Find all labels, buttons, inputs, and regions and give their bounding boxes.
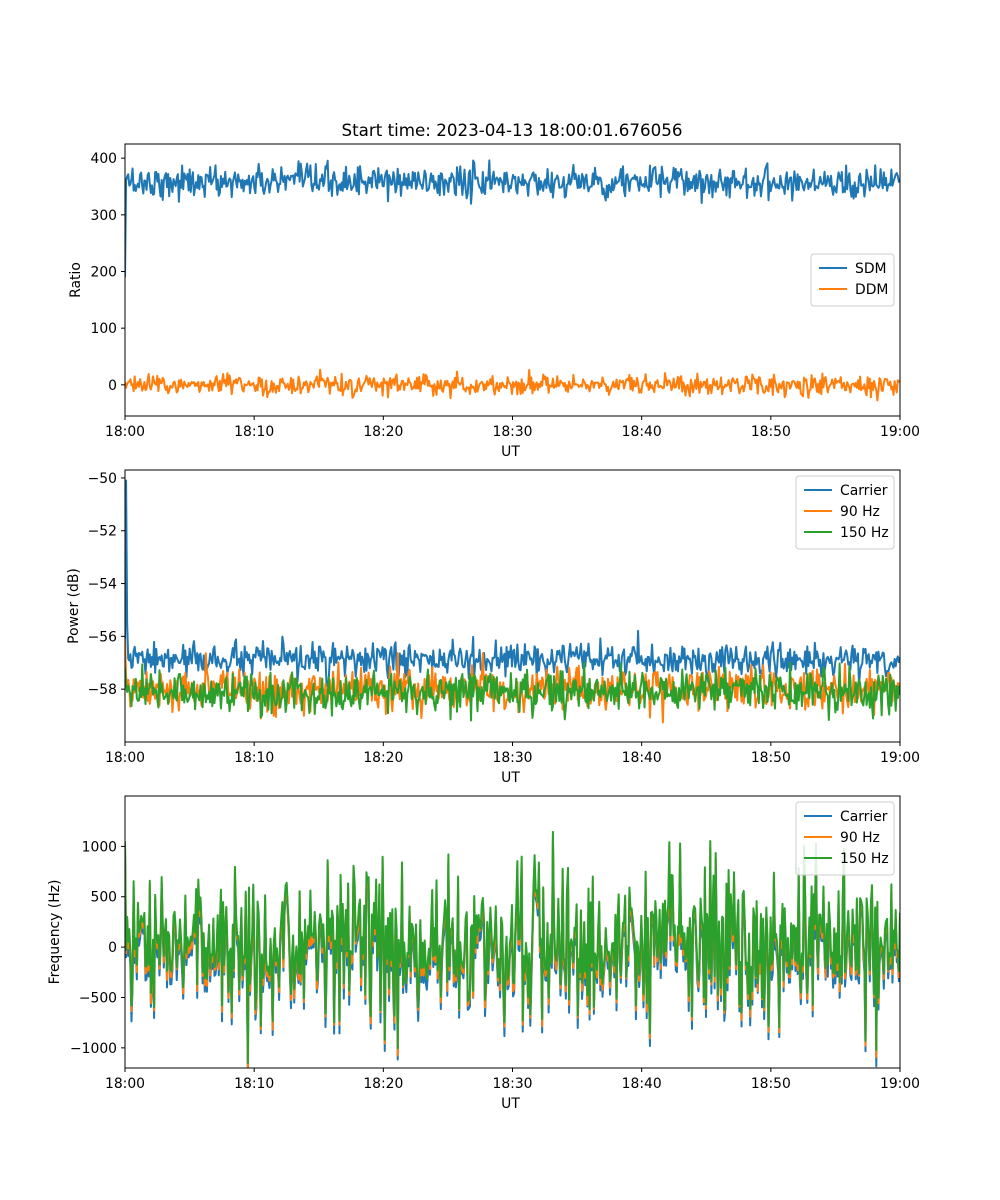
x-tick-label: 18:10 [234, 750, 274, 766]
series-line-150-hz [125, 830, 900, 1064]
y-tick-label: −500 [79, 990, 117, 1006]
y-tick-label: 500 [90, 890, 117, 906]
legend-label: SDM [855, 261, 887, 277]
x-tick-label: 18:20 [363, 1076, 403, 1092]
y-tick-label: −56 [88, 629, 117, 645]
x-tick-label: 18:00 [105, 424, 145, 440]
y-tick-label: 0 [108, 378, 117, 394]
x-tick-label: 18:30 [492, 750, 532, 766]
y-tick-label: 200 [90, 265, 117, 281]
x-tick-label: 18:20 [363, 750, 403, 766]
x-tick-label: 19:00 [880, 1076, 920, 1092]
chart-panel-2: 18:00 18:10 18:20 18:30 18:40 18:50 19:00 −58 −5… [66, 469, 920, 786]
x-tick-label: 19:00 [880, 424, 920, 440]
x-tick-label: 18:40 [622, 750, 662, 766]
legend-box [795, 475, 895, 550]
plot-lines [125, 159, 900, 402]
y-axis-label: Ratio [68, 262, 84, 298]
legend: Carrier 90 Hz 150 Hz [795, 475, 895, 550]
x-tick-label: 18:50 [751, 424, 791, 440]
legend-label: Carrier [840, 809, 888, 825]
x-tick-label: 18:40 [622, 1076, 662, 1092]
legend-label: Carrier [840, 483, 888, 499]
x-tick-label: 18:30 [492, 424, 532, 440]
x-tick-label: 18:50 [751, 1076, 791, 1092]
x-tick-label: 18:40 [622, 424, 662, 440]
y-tick-label: 100 [90, 321, 117, 337]
legend-box [795, 801, 895, 876]
series-line-carrier [125, 479, 900, 688]
y-tick-label: 1000 [82, 839, 117, 855]
y-tick-label: 300 [90, 208, 117, 224]
y-axis-label: Power (dB) [66, 568, 82, 644]
y-tick-label: 0 [108, 940, 117, 956]
x-axis-label: UT [501, 444, 520, 460]
series-line-sdm [125, 159, 900, 278]
x-tick-label: 19:00 [880, 750, 920, 766]
plot-lines [125, 479, 900, 724]
y-tick-label: −1000 [70, 1041, 117, 1057]
legend-label: 90 Hz [840, 504, 880, 520]
y-tick-label: −50 [88, 471, 117, 487]
x-tick-label: 18:50 [751, 750, 791, 766]
panels: 18:00 18:10 18:20 18:30 18:40 18:50 19:00 0 100 2… [47, 143, 920, 1112]
legend-label: 150 Hz [840, 851, 889, 867]
x-tick-label: 18:00 [105, 750, 145, 766]
y-tick-label: 400 [90, 151, 117, 167]
x-tick-label: 18:10 [234, 1076, 274, 1092]
x-axis-label: UT [501, 1096, 520, 1112]
plot-lines [125, 830, 900, 1068]
x-tick-label: 18:20 [363, 424, 403, 440]
y-tick-label: −52 [88, 524, 117, 540]
legend-label: 150 Hz [840, 525, 889, 541]
x-tick-label: 18:30 [492, 1076, 532, 1092]
figure-title: Start time: 2023-04-13 18:00:01.676056 [342, 120, 683, 140]
chart-panel-3: 18:00 18:10 18:20 18:30 18:40 18:50 19:00 −1000… [47, 795, 920, 1112]
y-tick-label: −54 [88, 577, 117, 593]
legend-label: DDM [855, 282, 888, 298]
chart-panel-1: 18:00 18:10 18:20 18:30 18:40 18:50 19:00 0 100 2… [68, 143, 920, 460]
series-line-ddm [125, 368, 900, 402]
legend: Carrier 90 Hz 150 Hz [795, 801, 895, 876]
series-line-150-hz [125, 661, 900, 722]
legend: SDM DDM [810, 253, 895, 307]
legend-label: 90 Hz [840, 830, 880, 846]
x-tick-label: 18:00 [105, 1076, 145, 1092]
x-axis-label: UT [501, 770, 520, 786]
x-tick-label: 18:10 [234, 424, 274, 440]
y-tick-label: −58 [88, 682, 117, 698]
y-axis-label: Frequency (Hz) [47, 880, 63, 985]
